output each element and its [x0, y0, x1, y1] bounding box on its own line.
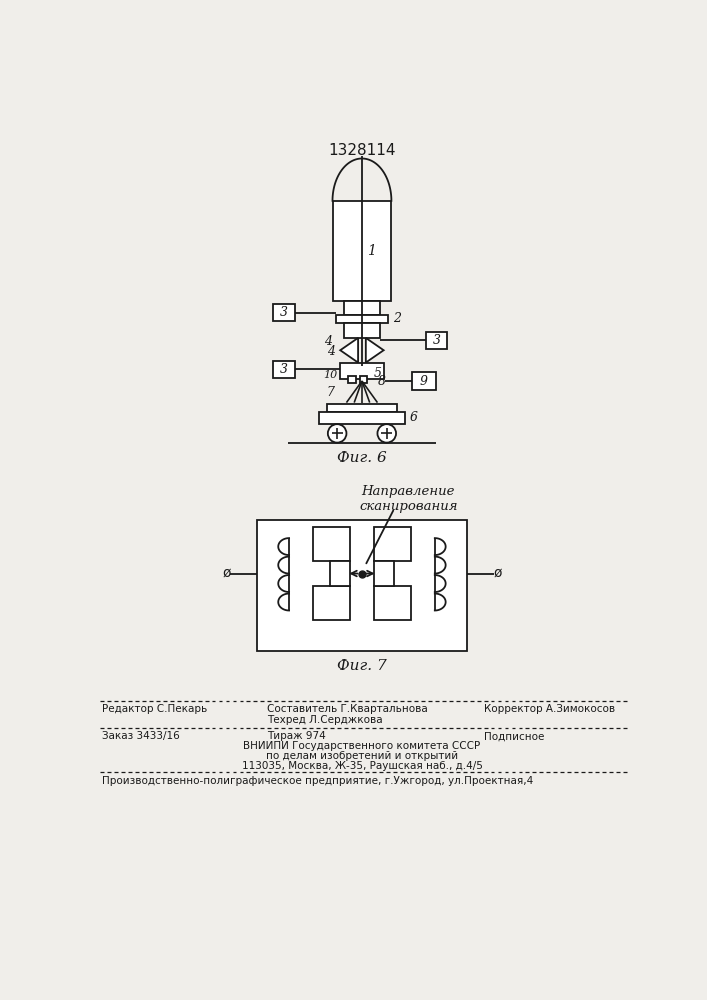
Bar	[327, 404, 397, 412]
Circle shape	[328, 424, 346, 443]
Bar	[373, 561, 394, 586]
Text: Техред Л.Серджкова: Техред Л.Серджкова	[267, 715, 382, 725]
Polygon shape	[340, 338, 358, 363]
Bar	[344, 323, 380, 338]
Text: Направление
сканирования: Направление сканирования	[359, 485, 457, 513]
Bar	[330, 561, 351, 586]
Text: 8: 8	[378, 375, 385, 388]
Bar	[373, 586, 411, 620]
Bar	[320, 412, 404, 424]
Text: 3: 3	[280, 363, 288, 376]
Bar	[340, 363, 384, 379]
Text: 5: 5	[373, 367, 382, 380]
Text: ВНИИПИ Государственного комитета СССР: ВНИИПИ Государственного комитета СССР	[243, 741, 481, 751]
Bar	[412, 372, 436, 390]
Text: по делам изобретений и открытий: по делам изобретений и открытий	[266, 751, 458, 761]
Text: Составитель Г.Квартальнова: Составитель Г.Квартальнова	[267, 704, 427, 714]
Text: 9: 9	[420, 375, 428, 388]
Text: 10: 10	[323, 370, 337, 380]
Text: Производственно-полиграфическое предприятие, г.Ужгород, ул.Проектная,4: Производственно-полиграфическое предприя…	[103, 776, 534, 786]
Bar	[348, 376, 356, 383]
Text: ø: ø	[493, 566, 502, 580]
Text: 1328114: 1328114	[328, 143, 396, 158]
Text: 3: 3	[280, 306, 288, 319]
Text: 7: 7	[327, 386, 335, 399]
Bar	[360, 376, 368, 383]
Bar	[336, 315, 388, 323]
Text: 6: 6	[409, 411, 417, 424]
Text: Заказ 3433/16: Заказ 3433/16	[103, 731, 180, 741]
Bar	[373, 527, 411, 561]
Polygon shape	[366, 338, 384, 363]
Text: Фиг. 7: Фиг. 7	[337, 659, 387, 673]
Circle shape	[378, 424, 396, 443]
Text: 4: 4	[325, 335, 332, 348]
Text: Корректор А.Зимокосов: Корректор А.Зимокосов	[484, 704, 615, 714]
Text: 2: 2	[393, 312, 401, 325]
Bar	[426, 332, 448, 349]
Bar	[313, 586, 351, 620]
Bar	[313, 527, 351, 561]
Bar	[273, 361, 295, 378]
Text: Тираж 974: Тираж 974	[267, 731, 325, 741]
Text: Фиг. 6: Фиг. 6	[337, 451, 387, 465]
Bar	[332, 201, 392, 301]
Bar	[257, 520, 467, 651]
Text: Подписное: Подписное	[484, 731, 544, 741]
Text: 113035, Москва, Ж-35, Раушская наб., д.4/5: 113035, Москва, Ж-35, Раушская наб., д.4…	[242, 761, 482, 771]
Bar	[273, 304, 295, 321]
Text: ø: ø	[223, 566, 231, 580]
Text: Редактор С.Пекарь: Редактор С.Пекарь	[103, 704, 208, 714]
Text: 1: 1	[367, 244, 375, 258]
Bar	[344, 301, 380, 315]
Text: 4: 4	[327, 345, 335, 358]
Text: 3: 3	[433, 334, 440, 347]
